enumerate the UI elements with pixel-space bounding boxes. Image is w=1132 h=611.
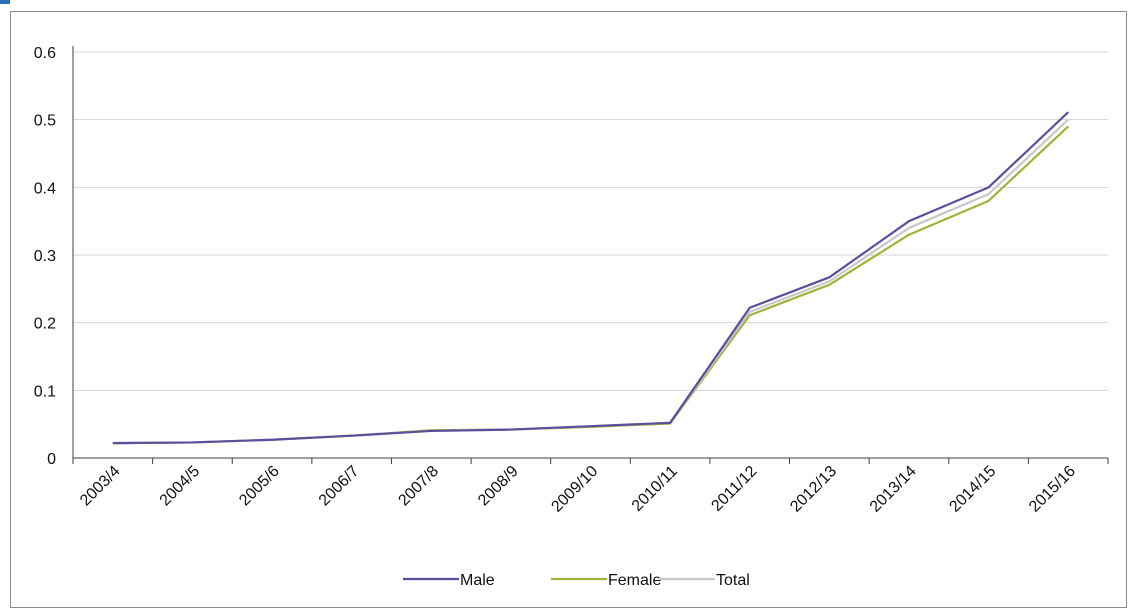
series-line-female (112, 125, 1069, 445)
x-axis: 2003/4 2004/5 2005/6 2006/7 2007/8 2008/9 2009… (72, 457, 1109, 516)
x-tick-label: 2013/14 (867, 463, 920, 516)
x-tick-label: 2011/12 (708, 463, 760, 515)
gridlines (73, 51, 1108, 391)
chart-frame (10, 11, 1127, 608)
legend-label-male: Male (460, 572, 495, 589)
y-tick-label: 0.6 (34, 45, 56, 62)
y-tick-label: 0.3 (34, 248, 56, 265)
legend: Male Female Total (403, 572, 750, 589)
series-lines (112, 111, 1069, 445)
accent-mark (0, 0, 10, 4)
y-axis: 0 0.1 0.2 0.3 0.4 0.5 0.6 (34, 45, 74, 468)
series-line-male (112, 111, 1069, 445)
y-tick-label: 0.4 (34, 180, 56, 197)
x-tick-label: 2005/6 (236, 463, 283, 510)
y-tick-label: 0 (47, 451, 56, 468)
x-tick-label: 2006/7 (316, 463, 363, 510)
x-tick-label: 2009/10 (548, 463, 601, 516)
x-tick-label: 2010/11 (629, 463, 681, 515)
x-tick-label: 2008/9 (475, 463, 522, 510)
legend-label-female: Female (608, 572, 661, 589)
y-tick-label: 0.5 (34, 113, 56, 130)
x-tick-label: 2003/4 (77, 463, 124, 510)
x-tick-label: 2015/16 (1026, 463, 1079, 516)
x-tick-label: 2004/5 (157, 463, 204, 510)
y-tick-label: 0.2 (34, 316, 56, 333)
x-tick-label: 2014/15 (946, 463, 999, 516)
top-strip (0, 0, 1132, 8)
x-tick-label: 2007/8 (395, 463, 442, 510)
y-tick-label: 0.1 (34, 383, 56, 400)
series-line-total (112, 118, 1069, 445)
legend-label-total: Total (716, 572, 750, 589)
x-tick-label: 2012/13 (787, 463, 840, 516)
